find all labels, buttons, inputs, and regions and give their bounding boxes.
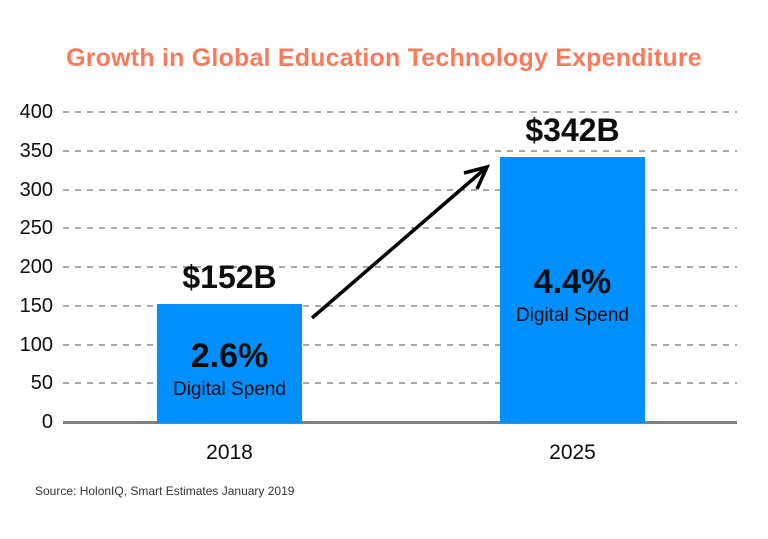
gridline-350 [63,149,737,152]
gridline-100 [63,343,737,346]
y-tick-label-100: 100 [19,333,53,356]
gridline-400 [63,111,737,113]
y-tick-label-150: 150 [19,294,53,317]
bar-percent-2025: 4.4% [533,262,612,301]
bar-annotation-2025: 4.4% Digital Spend [516,262,629,328]
x-axis-baseline [63,421,737,424]
chart-title: Growth in Global Education Technology Ex… [66,44,702,72]
y-tick-label-400: 400 [19,101,53,123]
source-note: Source: HolonIQ, Smart Estimates January… [35,484,295,498]
bar-caption-2018: Digital Spend [172,378,287,400]
y-tick-label-250: 250 [19,217,53,240]
bar-value-label-2018: $152B [182,259,277,296]
y-tick-label-0: 0 [41,411,53,433]
y-tick-label-50: 50 [30,372,53,395]
bar-2018: 2.6% Digital Spend [157,304,302,423]
bar-caption-2025: Digital Spend [515,304,630,326]
x-tick-label-2018: 2018 [206,441,253,464]
bar-2025: 4.4% Digital Spend [500,156,645,423]
x-tick-label-2025: 2025 [549,441,596,464]
y-tick-label-200: 200 [19,256,53,278]
y-tick-label-300: 300 [19,178,53,201]
bar-percent-2018: 2.6% [190,336,269,375]
bar-annotation-2018: 2.6% Digital Spend [173,336,286,402]
gridline-50 [63,382,737,385]
y-tick-label-350: 350 [19,139,53,162]
bar-value-label-2025: $342B [525,111,620,148]
